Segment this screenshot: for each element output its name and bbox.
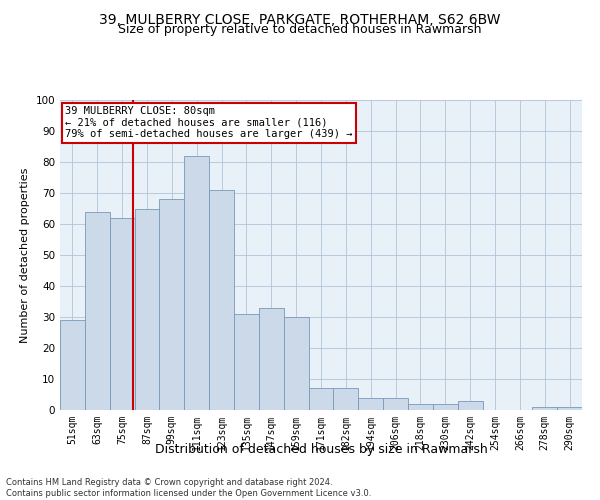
- Bar: [334, 388, 358, 410]
- Bar: [408, 404, 433, 410]
- Bar: [308, 388, 334, 410]
- Bar: [60, 320, 85, 410]
- Text: 39 MULBERRY CLOSE: 80sqm
← 21% of detached houses are smaller (116)
79% of semi-: 39 MULBERRY CLOSE: 80sqm ← 21% of detach…: [65, 106, 353, 140]
- Text: Size of property relative to detached houses in Rawmarsh: Size of property relative to detached ho…: [118, 22, 482, 36]
- Bar: [532, 407, 557, 410]
- Bar: [160, 199, 184, 410]
- Bar: [184, 156, 209, 410]
- Y-axis label: Number of detached properties: Number of detached properties: [20, 168, 30, 342]
- Bar: [110, 218, 134, 410]
- Text: 39, MULBERRY CLOSE, PARKGATE, ROTHERHAM, S62 6BW: 39, MULBERRY CLOSE, PARKGATE, ROTHERHAM,…: [99, 12, 501, 26]
- Bar: [134, 208, 160, 410]
- Bar: [557, 407, 582, 410]
- Bar: [85, 212, 110, 410]
- Bar: [209, 190, 234, 410]
- Bar: [458, 400, 482, 410]
- Bar: [383, 398, 408, 410]
- Text: Contains HM Land Registry data © Crown copyright and database right 2024.
Contai: Contains HM Land Registry data © Crown c…: [6, 478, 371, 498]
- Bar: [358, 398, 383, 410]
- Bar: [433, 404, 458, 410]
- Bar: [234, 314, 259, 410]
- Bar: [259, 308, 284, 410]
- Text: Distribution of detached houses by size in Rawmarsh: Distribution of detached houses by size …: [155, 442, 487, 456]
- Bar: [284, 317, 308, 410]
